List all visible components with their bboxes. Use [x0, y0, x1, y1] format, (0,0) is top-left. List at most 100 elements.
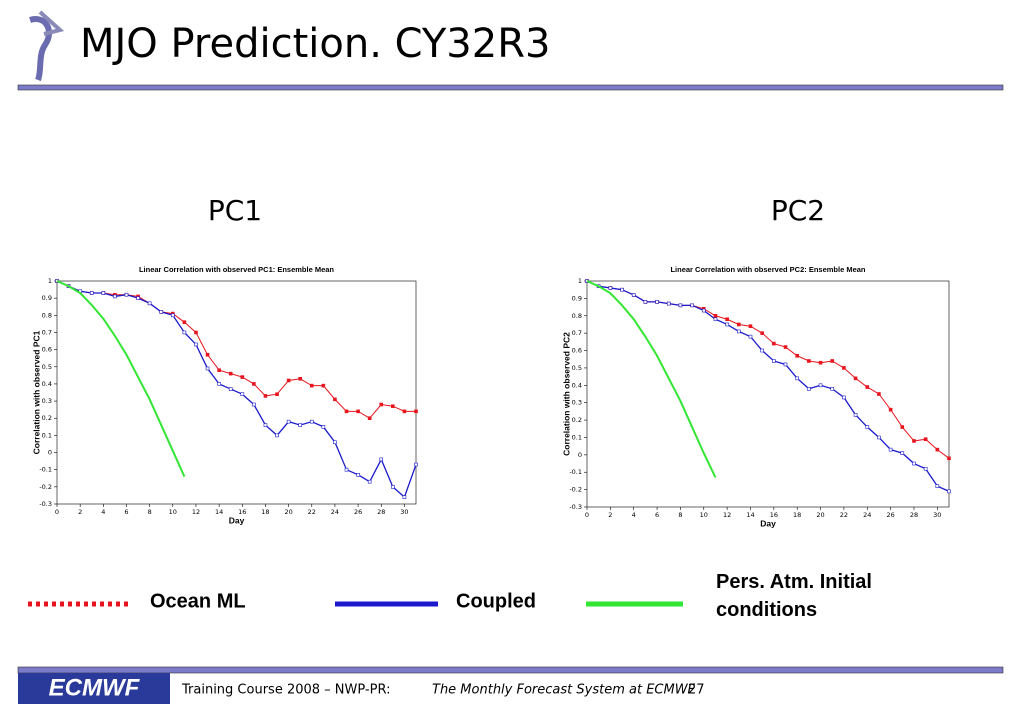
data-point [760, 331, 764, 335]
x-tick-label: 20 [284, 508, 292, 516]
data-point [643, 300, 648, 304]
y-tick-label: 0.7 [572, 329, 582, 337]
x-tick-label: 12 [192, 508, 200, 516]
data-point [853, 376, 858, 381]
data-point [321, 383, 326, 388]
data-point [309, 383, 314, 388]
y-tick-label: -0.3 [569, 503, 582, 511]
data-point [367, 479, 372, 484]
x-tick-label: 4 [101, 508, 105, 516]
series-line [586, 280, 950, 459]
data-point [228, 371, 233, 376]
x-tick-label: 6 [655, 511, 659, 519]
series-line [56, 280, 186, 477]
data-point [748, 334, 753, 339]
legend-label: Ocean ML [150, 590, 246, 612]
panel-label: PC2 [771, 194, 825, 227]
data-point [678, 303, 683, 308]
data-point [402, 409, 407, 414]
data-point [783, 345, 788, 349]
x-tick-label: 26 [886, 511, 894, 519]
y-axis-label: Correlation with observed PC1 [31, 330, 41, 454]
data-point [608, 286, 613, 290]
series-line [586, 280, 950, 492]
data-point [367, 416, 372, 421]
x-tick-label: 26 [354, 508, 362, 516]
data-point [701, 308, 706, 313]
data-point [379, 402, 384, 407]
x-tick-label: 30 [400, 508, 408, 516]
data-point [807, 359, 811, 363]
data-point [263, 423, 268, 427]
chart-title: Linear Correlation with observed PC1: En… [139, 265, 334, 274]
data-point [89, 291, 94, 295]
x-tick-label: 24 [863, 511, 871, 519]
data-point [414, 409, 418, 414]
data-point [923, 466, 928, 471]
data-point [877, 392, 881, 396]
x-tick-label: 2 [608, 511, 612, 519]
data-point [113, 294, 117, 299]
data-point [356, 473, 360, 477]
plot-frame [56, 280, 417, 505]
data-point [795, 376, 799, 381]
y-tick-label: 0.7 [42, 328, 52, 336]
x-tick-label: 30 [933, 511, 941, 519]
x-tick-label: 10 [700, 511, 708, 519]
series-line [56, 280, 417, 499]
y-tick-label: -0.2 [39, 483, 52, 491]
data-point [713, 313, 718, 318]
plot-frame [586, 280, 950, 508]
data-point [240, 375, 245, 379]
x-axis-label: Day [229, 515, 245, 525]
data-point [217, 382, 221, 386]
data-point [321, 425, 326, 429]
data-point [737, 329, 741, 334]
data-point [912, 439, 916, 443]
data-point [888, 407, 893, 412]
y-tick-label: 0.5 [572, 364, 582, 372]
y-tick-label: -0.2 [569, 486, 582, 494]
x-tick-label: 22 [840, 511, 848, 519]
data-point [205, 366, 210, 371]
data-point [205, 352, 210, 357]
x-tick-label: 14 [215, 508, 223, 516]
x-axis-label: Day [760, 518, 776, 528]
footer-logo-box [18, 673, 170, 704]
data-point [807, 386, 811, 391]
x-tick-label: 14 [746, 511, 754, 519]
x-tick-label: 6 [124, 508, 128, 516]
data-point [725, 322, 729, 327]
y-tick-label: 0.4 [42, 380, 52, 388]
data-point [101, 291, 106, 295]
data-point [252, 402, 256, 407]
data-point [842, 366, 846, 370]
x-tick-label: 16 [770, 511, 778, 519]
x-tick-label: 0 [585, 511, 589, 519]
y-tick-label: 0.3 [42, 397, 52, 405]
data-point [263, 394, 268, 398]
x-tick-label: 8 [148, 508, 152, 516]
data-point [725, 317, 729, 322]
data-point [748, 324, 753, 329]
data-point [124, 292, 129, 297]
header-rule [17, 84, 1004, 91]
data-point [344, 409, 349, 414]
x-tick-label: 18 [793, 511, 801, 519]
footer-rule [17, 666, 1004, 674]
data-point [286, 419, 291, 424]
y-tick-label: 0.6 [42, 346, 52, 354]
series-line [586, 280, 717, 478]
data-point [935, 447, 940, 452]
data-point [217, 368, 221, 373]
data-point [252, 382, 256, 386]
data-point [402, 495, 407, 499]
x-tick-label: 28 [910, 511, 918, 519]
y-tick-label: 0 [48, 449, 52, 457]
data-point [842, 395, 846, 400]
data-point [818, 360, 823, 365]
panel-label: PC1 [208, 194, 262, 227]
x-tick-label: 18 [261, 508, 269, 516]
legend-label: Pers. Atm. Initial conditions [716, 571, 872, 621]
legend-label: Coupled [456, 590, 536, 612]
